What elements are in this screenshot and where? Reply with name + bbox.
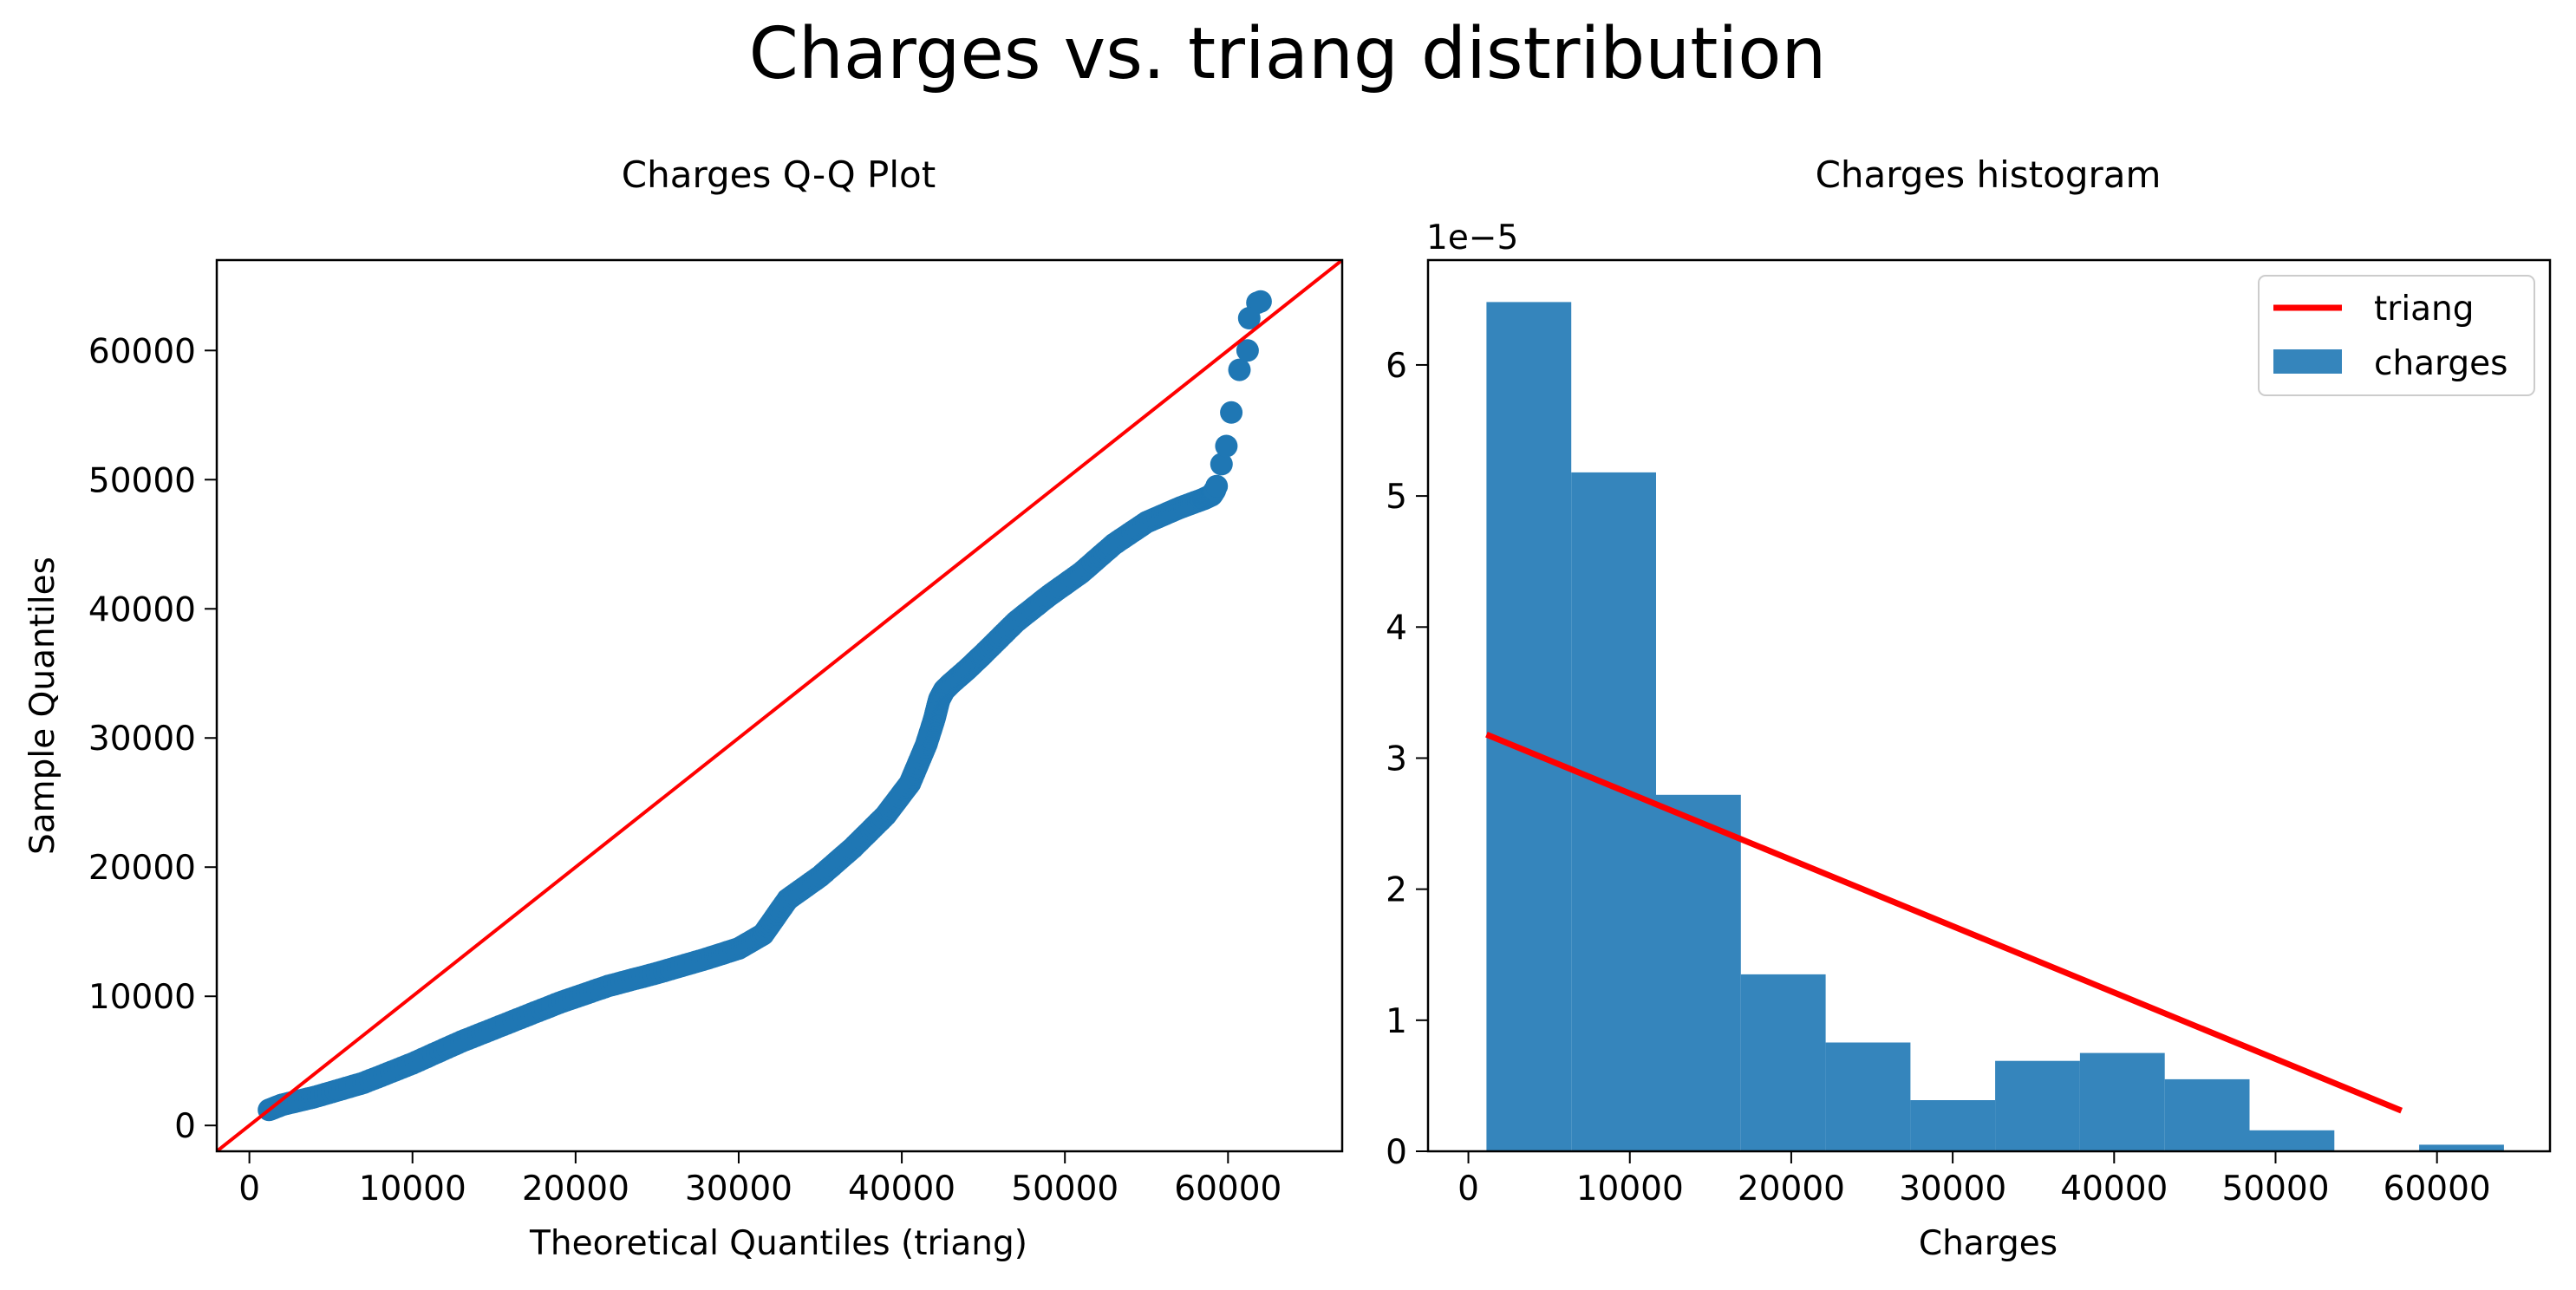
histogram-legend: triang charges [2258, 275, 2535, 396]
histogram-ytick-label: 1 [1386, 1002, 1407, 1041]
figure-suptitle: Charges vs. triang distribution [749, 13, 1827, 95]
histogram-title: Charges histogram [1816, 153, 2162, 196]
legend-triang-label: triang [2374, 290, 2475, 329]
qq-ytick-label: 0 [174, 1107, 196, 1146]
histogram-bar [1486, 302, 1572, 1151]
histogram-bar [1740, 974, 1826, 1151]
histogram-bar [2079, 1052, 2165, 1151]
qq-tail-point [1249, 290, 1272, 313]
qq-tail-point [1237, 307, 1261, 329]
qq-plot-panel: Charges Q-Q Plot 0 10000 20000 30000 40000 50… [23, 153, 1344, 1263]
histogram-xtick-label: 60000 [2384, 1169, 2491, 1209]
histogram-bar [2249, 1130, 2335, 1151]
qq-plot-ticks: 0 10000 20000 30000 40000 50000 60000 0 10000 200… [88, 332, 1281, 1209]
qq-ytick-label: 60000 [88, 332, 196, 371]
qq-ytick-label: 40000 [88, 590, 196, 629]
histogram-xtick-label: 40000 [2060, 1169, 2168, 1209]
qq-xtick-label: 0 [238, 1169, 260, 1209]
histogram-xtick-label: 50000 [2221, 1169, 2329, 1209]
histogram-bar [2419, 1144, 2504, 1151]
histogram-ytick-label: 5 [1386, 478, 1407, 517]
qq-xtick-label: 50000 [1011, 1169, 1118, 1209]
qq-reference-line [217, 260, 1342, 1151]
histogram-bar [2164, 1078, 2250, 1151]
qq-xtick-label: 20000 [522, 1169, 629, 1209]
qq-tail-point [1236, 339, 1259, 362]
qq-ytick-label: 20000 [88, 849, 196, 888]
qq-ytick-label: 10000 [88, 978, 196, 1017]
histogram-bar [1656, 794, 1741, 1151]
qq-xtick-label: 10000 [359, 1169, 466, 1209]
histogram-ytick-label: 3 [1386, 739, 1407, 779]
histogram-xtick-label: 30000 [1899, 1169, 2006, 1209]
histogram-y-offset-label: 1e−5 [1426, 218, 1518, 257]
histogram-ytick-label: 4 [1386, 609, 1407, 648]
histogram-ytick-label: 2 [1386, 871, 1407, 910]
qq-plot-xlabel: Theoretical Quantiles (triang) [529, 1224, 1027, 1263]
histogram-xtick-label: 0 [1458, 1169, 1479, 1209]
qq-tail-point [1220, 401, 1243, 424]
histogram-frame [1426, 258, 2552, 1153]
histogram-bar [1825, 1042, 1911, 1151]
triang-pdf-line [1485, 732, 2403, 1114]
histogram-ytick-label: 6 [1386, 347, 1407, 386]
qq-plot-ylabel: Sample Quantiles [23, 557, 62, 855]
qq-xtick-label: 60000 [1174, 1169, 1281, 1209]
qq-tail-point [1215, 434, 1238, 458]
histogram-ytick-label: 0 [1386, 1133, 1407, 1172]
histogram-bar [1910, 1100, 1996, 1151]
legend-charges-swatch [2273, 349, 2342, 374]
histogram-xtick-label: 20000 [1738, 1169, 1845, 1209]
qq-ytick-label: 30000 [88, 720, 196, 759]
qq-plot-title: Charges Q-Q Plot [622, 153, 936, 196]
qq-plot-content [217, 260, 1342, 1151]
qq-plot-area [217, 260, 1342, 1151]
qq-xtick-label: 30000 [685, 1169, 792, 1209]
histogram-xtick-label: 10000 [1576, 1169, 1684, 1209]
histogram-panel: Charges histogram 1e−5 0 10000 20000 30000 4… [1386, 153, 2552, 1263]
qq-tail-point [1210, 453, 1233, 476]
qq-ytick-label: 50000 [88, 461, 196, 500]
qq-tail-point [1205, 474, 1229, 498]
histogram-bar [1995, 1060, 2080, 1151]
histogram-bar [1571, 472, 1656, 1151]
histogram-content [1485, 302, 2504, 1151]
histogram-xlabel: Charges [1919, 1224, 2058, 1263]
qq-plot-frame [215, 258, 1344, 1153]
qq-tail-point [1228, 358, 1251, 381]
legend-charges-label: charges [2374, 344, 2508, 383]
histogram-ticks: 0 10000 20000 30000 40000 50000 60000 0 1 2 3 4 5 6 [1386, 347, 2491, 1209]
qq-xtick-label: 40000 [848, 1169, 955, 1209]
